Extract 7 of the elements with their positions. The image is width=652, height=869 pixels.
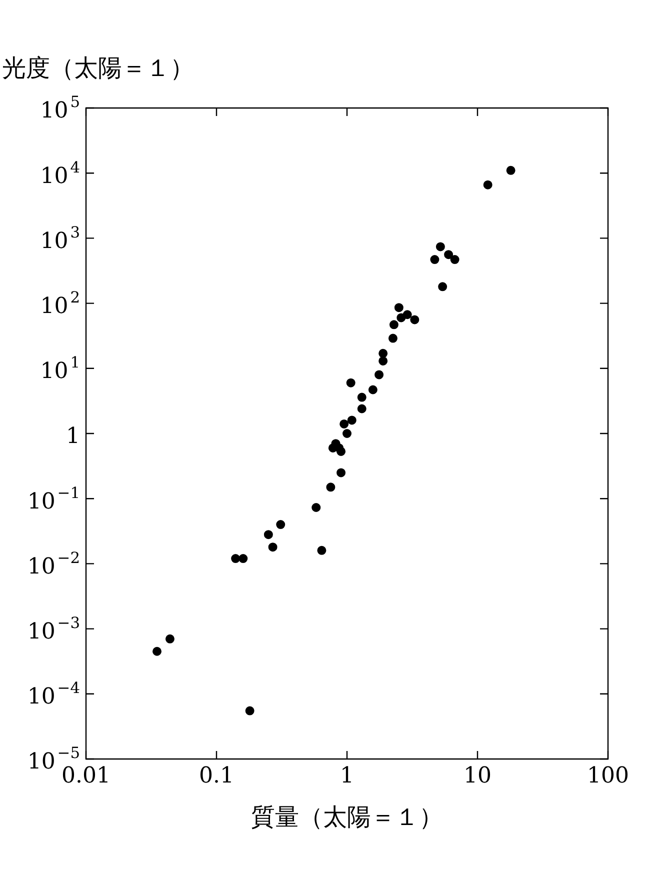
x-tick-label: 100 [587,764,630,789]
y-axis-title: 光度（太陽＝１） [2,54,194,82]
x-axis-title: 質量（太陽＝１） [251,803,443,832]
x-tick-label: 0.1 [199,764,234,789]
y-tick-label: 1 [66,424,80,450]
x-tick-label: 1 [340,764,354,789]
x-tick-label: 10 [464,764,492,789]
